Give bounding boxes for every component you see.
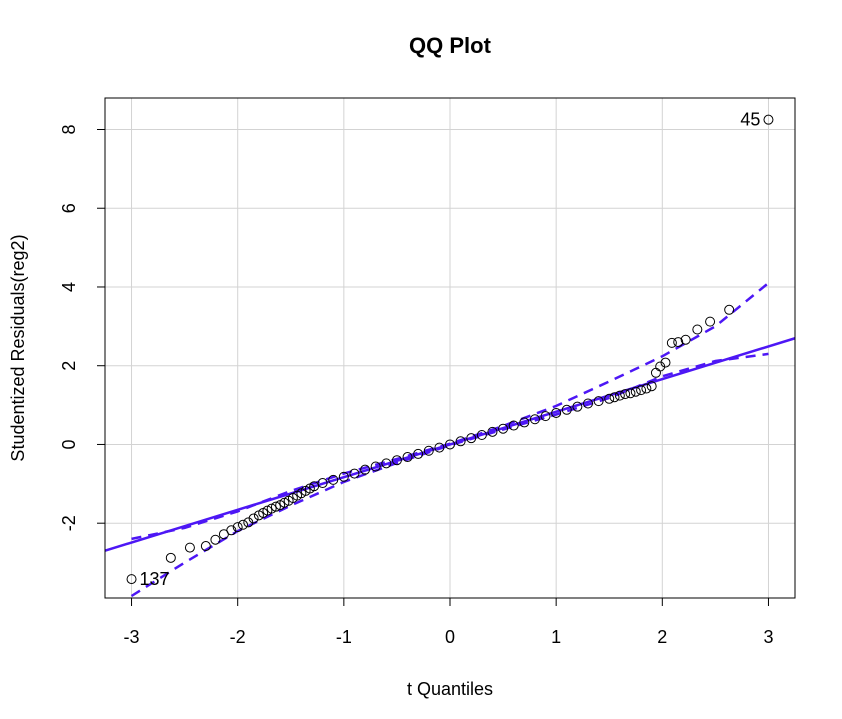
data-point — [604, 393, 615, 404]
data-point — [126, 574, 137, 585]
data-point — [593, 396, 604, 407]
point-labels: 45 137 — [140, 110, 761, 589]
data-point — [666, 337, 677, 348]
data-point — [680, 334, 691, 345]
x-tick-label-5: 2 — [657, 627, 667, 647]
y-tick-label-3: 4 — [59, 282, 79, 292]
data-point — [270, 501, 281, 512]
point-label-137: 137 — [140, 569, 170, 589]
x-tick-label-3: 0 — [445, 627, 455, 647]
data-point — [370, 461, 381, 472]
data-point — [673, 337, 684, 348]
y-tick-label-2: 2 — [59, 361, 79, 371]
data-point — [232, 522, 243, 533]
data-point — [705, 316, 716, 327]
y-axis: -2 0 2 4 6 8 — [59, 124, 105, 531]
data-point — [641, 383, 652, 394]
data-point — [248, 513, 259, 524]
data-point — [655, 361, 666, 372]
y-tick-label-4: 6 — [59, 203, 79, 213]
y-tick-label-5: 8 — [59, 124, 79, 134]
data-point — [540, 411, 551, 422]
data-point — [413, 448, 424, 459]
data-point — [630, 386, 641, 397]
y-axis-label: Studentized Residuals(reg2) — [8, 234, 28, 461]
data-point — [226, 525, 237, 536]
x-tick-label-2: -1 — [336, 627, 352, 647]
data-point — [572, 401, 583, 412]
grid-lines — [105, 98, 795, 598]
data-point — [614, 390, 625, 401]
data-point — [724, 304, 735, 315]
data-point — [184, 542, 195, 553]
data-point — [210, 534, 221, 545]
point-label-45: 45 — [740, 110, 760, 130]
y-tick-label-0: -2 — [59, 515, 79, 531]
x-tick-label-6: 3 — [763, 627, 773, 647]
data-point — [165, 552, 176, 563]
data-point — [349, 468, 360, 479]
confidence-band-lower — [130, 352, 769, 598]
reference-line — [104, 337, 796, 552]
data-point — [519, 417, 530, 428]
data-point — [338, 471, 349, 482]
data-point — [360, 464, 371, 475]
data-point — [660, 357, 671, 368]
x-tick-label-1: -2 — [230, 627, 246, 647]
data-point — [466, 433, 477, 444]
data-point — [381, 458, 392, 469]
data-point — [238, 519, 248, 530]
x-axis-label: t Quantiles — [407, 679, 493, 699]
data-point — [551, 407, 562, 418]
data-point — [328, 474, 339, 485]
x-tick-label-4: 1 — [551, 627, 561, 647]
data-point — [455, 436, 466, 447]
data-point — [243, 517, 254, 528]
data-point — [625, 388, 636, 399]
data-points — [126, 114, 774, 585]
data-point — [529, 414, 540, 425]
data-point — [508, 420, 519, 431]
data-point — [317, 478, 328, 489]
data-point — [402, 452, 413, 463]
data-point — [636, 385, 647, 396]
data-point — [650, 367, 661, 378]
x-axis: -3 -2 -1 0 1 2 3 — [124, 597, 773, 647]
data-point — [498, 423, 509, 434]
x-tick-label-0: -3 — [124, 627, 140, 647]
data-point — [561, 404, 572, 415]
data-point — [692, 324, 703, 335]
data-point — [200, 541, 211, 552]
data-point — [763, 114, 774, 125]
data-point — [646, 381, 657, 392]
data-point — [434, 442, 445, 453]
data-point — [423, 445, 434, 456]
chart-title: QQ Plot — [409, 33, 492, 58]
data-point — [583, 398, 593, 409]
data-point — [309, 481, 320, 492]
data-point — [620, 389, 631, 400]
data-point — [476, 430, 487, 441]
data-point — [391, 455, 402, 466]
y-tick-label-1: 0 — [59, 439, 79, 449]
reference-line-group — [104, 337, 796, 552]
data-point — [445, 439, 455, 450]
data-point — [609, 392, 620, 403]
data-point — [487, 426, 498, 437]
